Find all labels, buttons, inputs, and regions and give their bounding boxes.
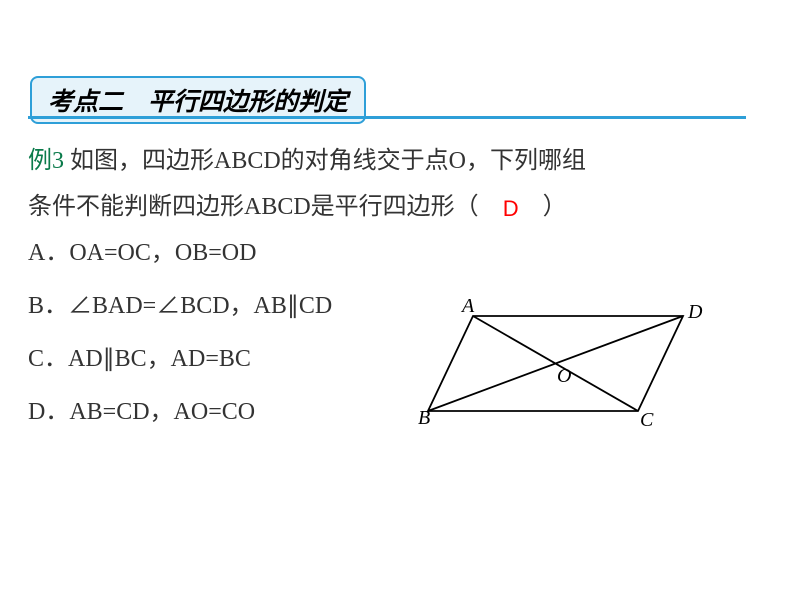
- problem-line-3: ）: [519, 194, 567, 220]
- options-block: A．OA=OC，OB=OD B．∠BAD=∠BCD，AB∥CD C．AD∥BC，…: [28, 232, 332, 444]
- parallelogram-figure: A D B C O: [418, 296, 708, 436]
- label-c: C: [640, 409, 654, 431]
- option-c: C．AD∥BC，AD=BC: [28, 338, 332, 373]
- label-d: D: [687, 301, 703, 323]
- option-a: A．OA=OC，OB=OD: [28, 232, 332, 267]
- label-b: B: [418, 407, 430, 429]
- answer-letter: D: [503, 196, 519, 221]
- section-underline: [28, 116, 746, 119]
- problem-text: 例3 如图，四边形ABCD的对角线交于点O，下列哪组 条件不能判断四边形ABCD…: [28, 138, 768, 230]
- label-o: O: [557, 365, 571, 387]
- option-b: B．∠BAD=∠BCD，AB∥CD: [28, 285, 332, 320]
- example-label: 例3: [28, 148, 64, 174]
- option-d: D．AB=CD，AO=CO: [28, 391, 332, 426]
- label-a: A: [460, 296, 475, 317]
- problem-line-2: 条件不能判断四边形ABCD是平行四边形（: [28, 194, 503, 220]
- problem-line-1: 如图，四边形ABCD的对角线交于点O，下列哪组: [64, 148, 586, 174]
